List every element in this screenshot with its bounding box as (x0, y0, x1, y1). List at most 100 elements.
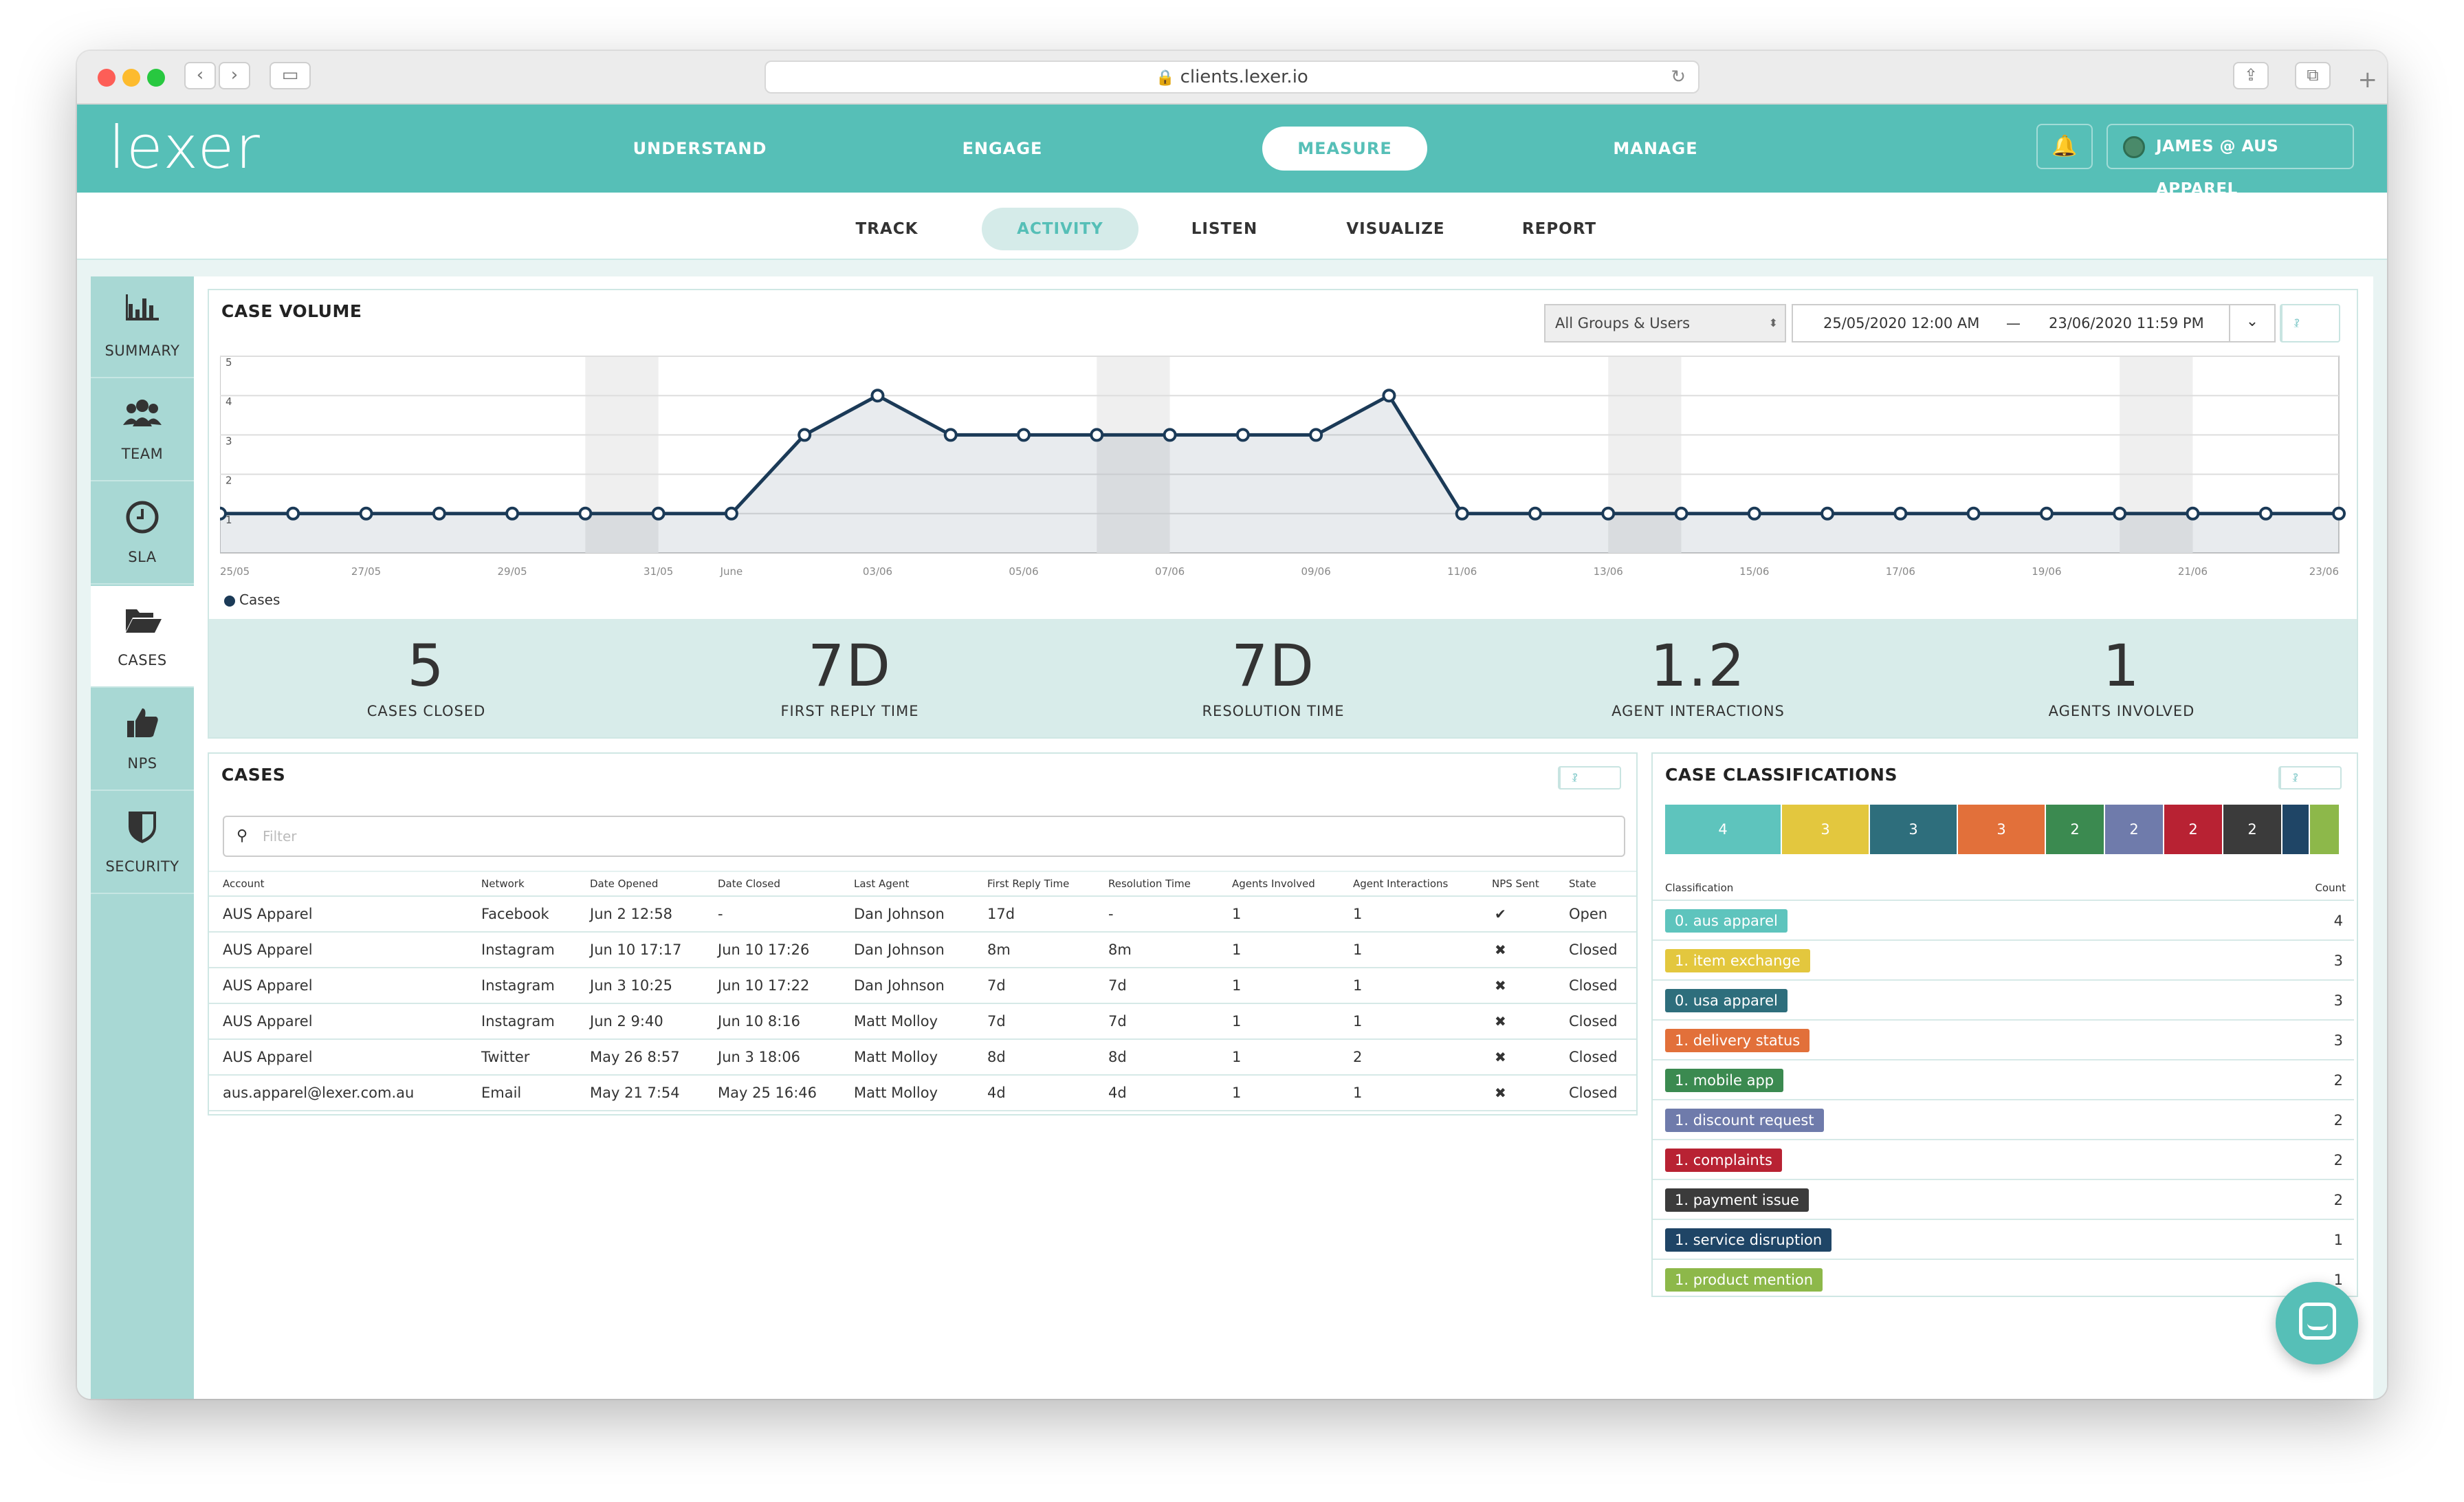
classification-row[interactable]: 0. usa apparel 3 (1653, 979, 2354, 1019)
table-cell: 1 (1339, 932, 1478, 968)
classification-row[interactable]: 0. aus apparel 4 (1653, 900, 2354, 939)
classification-row[interactable]: 1. mobile app 2 (1653, 1059, 2354, 1099)
classification-segment[interactable]: 3 (1782, 805, 1869, 854)
classification-segment[interactable]: 3 (1958, 805, 2045, 854)
close-window-button[interactable] (98, 69, 116, 87)
forward-button[interactable]: › (219, 62, 250, 89)
user-menu-button[interactable]: JAMES @ AUS APPAREL (2106, 124, 2354, 198)
classification-segment[interactable]: 2 (2223, 805, 2281, 854)
new-tab-button[interactable]: + (2357, 66, 2378, 94)
chat-support-button[interactable] (2276, 1282, 2358, 1364)
table-row[interactable]: AUS Apparel Instagram Jun 2 9:40 Jun 10 8:1… (209, 1003, 1636, 1040)
classification-segment[interactable]: 3 (1870, 805, 1957, 854)
classification-segment[interactable] (2310, 805, 2339, 854)
data-point (505, 506, 520, 521)
sidebar-item-sla[interactable]: SLA (91, 483, 194, 585)
nav-manage[interactable]: MANAGE (1613, 139, 1698, 158)
tabs-button[interactable]: ⧉ (2295, 62, 2331, 89)
table-row[interactable]: AUS Apparel Facebook Jun 2 12:58- Dan Johns… (209, 896, 1636, 933)
table-row[interactable]: AUS Apparel Instagram Jun 3 10:25 Jun 10 17… (209, 968, 1636, 1004)
classification-segment[interactable] (2282, 805, 2309, 854)
help-icon[interactable]: ? (2281, 305, 2311, 341)
browser-toolbar: ‹ › ▭ 🔒 clients.lexer.io ↻ ⇪ ⧉ + (77, 51, 2387, 105)
minimize-window-button[interactable] (122, 69, 140, 87)
classification-row[interactable]: 1. service disruption 1 (1653, 1219, 2354, 1259)
address-bar[interactable]: 🔒 clients.lexer.io ↻ (764, 61, 1700, 94)
sidebar-item-team[interactable]: TEAM (91, 380, 194, 481)
data-point (1820, 506, 1835, 521)
sidebar-item-security[interactable]: SECURITY (91, 792, 194, 894)
column-header[interactable]: Date Closed (704, 871, 840, 897)
column-header[interactable]: Agent Interactions (1339, 871, 1478, 897)
sidebar-item-nps[interactable]: NPS (91, 689, 194, 791)
filter-input[interactable]: ⚲ Filter (223, 816, 1625, 857)
tab-track[interactable]: TRACK (855, 220, 918, 238)
column-header[interactable]: First Reply Time (974, 871, 1094, 897)
tabs-icon: ⧉ (2307, 65, 2319, 85)
table-row[interactable]: AUS Apparel Instagram Jun 10 17:17 Jun 10 1… (209, 932, 1636, 968)
group-user-select[interactable]: All Groups & Users ⬍ (1544, 304, 1786, 342)
nav-measure[interactable]: MEASURE (1262, 127, 1427, 171)
data-point (798, 428, 812, 442)
classification-row[interactable]: 1. complaints 2 (1653, 1139, 2354, 1179)
download-icon[interactable]: ⤓ (2294, 316, 2299, 329)
tab-activity[interactable]: ACTIVITY (982, 208, 1138, 250)
nav-engage[interactable]: ENGAGE (962, 139, 1043, 158)
classification-count: 1 (2333, 1232, 2343, 1248)
table-cell: Closed (1555, 1075, 1636, 1111)
nav-understand[interactable]: UNDERSTAND (632, 139, 767, 158)
sidebar-item-summary[interactable]: SUMMARY (91, 276, 194, 378)
column-header[interactable]: Resolution Time (1094, 871, 1218, 897)
classification-count: 2 (2333, 1152, 2343, 1168)
classification-row[interactable]: 1. item exchange 3 (1653, 939, 2354, 979)
data-point (2332, 506, 2346, 521)
classification-segment[interactable]: 2 (2164, 805, 2222, 854)
column-header[interactable]: NPS Sent (1478, 871, 1555, 897)
cases-title: CASES (221, 765, 286, 785)
tab-visualize[interactable]: VISUALIZE (1346, 220, 1445, 238)
lexer-logo[interactable]: lexer (109, 113, 261, 182)
zoom-window-button[interactable] (147, 69, 165, 87)
table-row[interactable]: AUS Apparel Twitter May 26 8:57 Jun 3 18:06… (209, 1039, 1636, 1076)
table-cell: Dan Johnson (840, 932, 974, 968)
sidebar-toggle-button[interactable]: ▭ (270, 62, 311, 89)
classification-segment[interactable]: 2 (2046, 805, 2104, 854)
sidebar-label-security: SECURITY (105, 858, 179, 875)
column-header[interactable]: Last Agent (840, 871, 974, 897)
sidebar-item-cases[interactable]: CASES (91, 586, 194, 688)
column-header[interactable]: State (1555, 871, 1636, 897)
tab-report[interactable]: REPORT (1521, 220, 1597, 238)
back-button[interactable]: ‹ (184, 62, 216, 89)
column-header[interactable]: Network (468, 871, 576, 897)
date-range-picker[interactable]: 25/05/2020 12:00 AM — 23/06/2020 11:59 P… (1792, 304, 2276, 342)
reload-icon[interactable]: ↻ (1671, 67, 1686, 87)
classification-segment[interactable]: 4 (1665, 805, 1781, 854)
column-header[interactable]: Account (209, 871, 468, 897)
download-icon[interactable]: ⤓ (1572, 771, 1577, 784)
share-button[interactable]: ⇪ (2233, 62, 2269, 89)
classification-row[interactable]: 1. delivery status 3 (1653, 1019, 2354, 1059)
stats-row: 5 CASES CLOSED 7D FIRST REPLY TIME 7D RESOL… (209, 619, 2357, 737)
app-header: lexer UNDERSTAND ENGAGE MEASURE MANAGE 🔔… (77, 105, 2387, 198)
column-header[interactable]: Date Opened (576, 871, 704, 897)
table-cell: - (704, 896, 840, 933)
classification-row[interactable]: 1. payment issue 2 (1653, 1179, 2354, 1219)
data-point (1309, 428, 1323, 442)
chevron-down-icon[interactable]: ⌄ (2229, 304, 2274, 342)
sidebar-label-team: TEAM (121, 446, 164, 462)
classification-segment[interactable]: 2 (2105, 805, 2163, 854)
x-tick-label: 31/05 (644, 565, 673, 578)
help-icon[interactable]: ? (1559, 768, 1590, 788)
help-icon[interactable]: ? (2280, 768, 2310, 788)
table-cell: Closed (1555, 932, 1636, 968)
table-cell: Instagram (468, 1003, 576, 1040)
download-icon[interactable]: ⤓ (2292, 771, 2298, 784)
column-header[interactable]: Agents Involved (1218, 871, 1339, 897)
table-row[interactable]: aus.apparel@lexer.com.au Email May 21 7:54… (209, 1075, 1636, 1111)
notifications-button[interactable]: 🔔 (2036, 124, 2093, 169)
classification-row[interactable]: 1. discount request 2 (1653, 1099, 2354, 1139)
table-cell: Jun 3 10:25 (576, 968, 704, 1004)
bell-icon: 🔔 (2052, 134, 2078, 158)
tab-listen[interactable]: LISTEN (1191, 220, 1258, 238)
classification-row[interactable]: 1. product mention 1 (1653, 1259, 2354, 1298)
